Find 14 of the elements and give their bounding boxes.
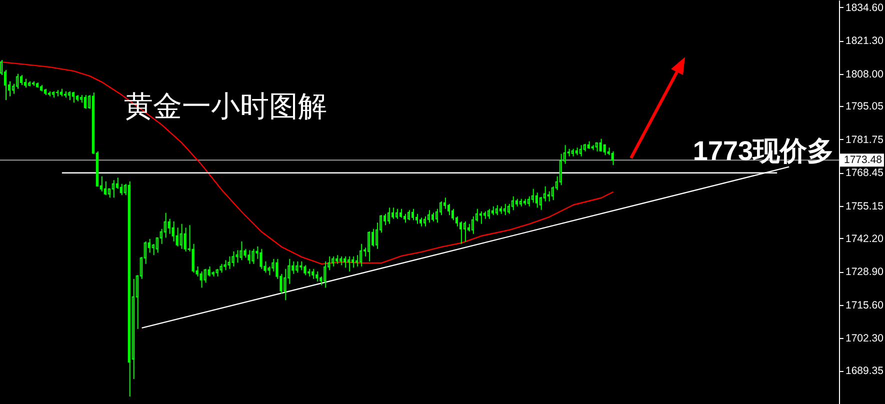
y-tick-label: 1755.15 [846,200,884,212]
y-tick-label: 1834.60 [846,2,884,14]
y-tick-label: 1808.00 [846,68,884,80]
y-tick-label: 1768.45 [846,167,884,180]
y-tick-label: 1715.60 [846,299,884,312]
y-tick-label: 1702.30 [846,332,884,345]
annotation: 1773现价多 [692,136,834,166]
y-tick-label: 1821.30 [846,35,884,48]
y-tick-label: 1742.20 [846,232,884,245]
y-tick-label: 1781.75 [846,134,884,146]
y-tick-label: 1795.05 [846,100,884,113]
y-tick-label: 1689.35 [846,365,884,378]
y-tick-label: 1728.90 [846,266,884,278]
ref-line-label: 1773.48 [844,154,882,166]
